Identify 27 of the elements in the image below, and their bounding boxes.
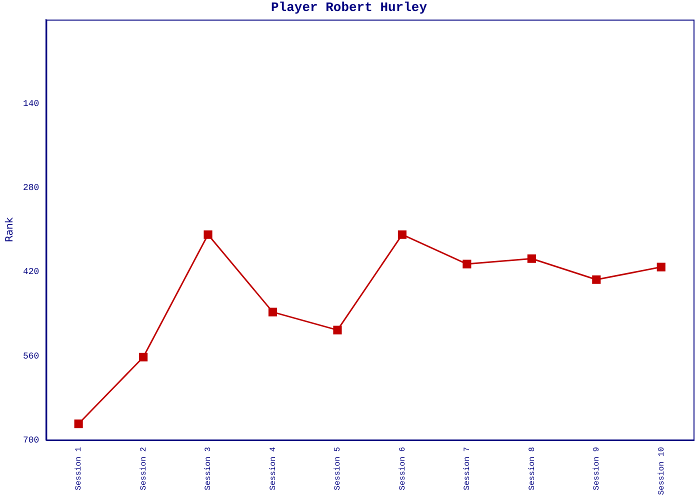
point [204,230,212,239]
x-tick-label: Session 3 [204,446,214,490]
x-tick-label: Session 10 [657,446,666,496]
x-tick-label: Session 7 [463,446,472,490]
x-tick-label: Session 8 [528,446,537,490]
y-tick-label: 280 [23,183,40,194]
y-tick-label: 560 [23,351,40,362]
point [592,275,601,284]
point [398,230,406,239]
x-tick-label: Session 5 [334,446,343,490]
point [656,262,666,272]
chart-title: Player Robert Hurley [270,0,428,16]
point [462,260,472,268]
y-axis-title: Rank [4,217,16,242]
x-tick-label: Session 1 [74,446,84,490]
x-tick-label: Session 2 [139,446,148,490]
x-tick-label: Session 9 [592,446,602,490]
y-tick-label: 700 [23,435,40,446]
point [74,419,83,428]
point [139,352,148,362]
y-tick-label: 140 [23,99,40,110]
point [527,254,536,263]
point [268,308,278,316]
x-tick-label: Session 6 [398,446,408,490]
point [333,326,342,334]
x-tick-label: Session 4 [268,446,278,490]
y-tick-label: 420 [23,267,40,278]
